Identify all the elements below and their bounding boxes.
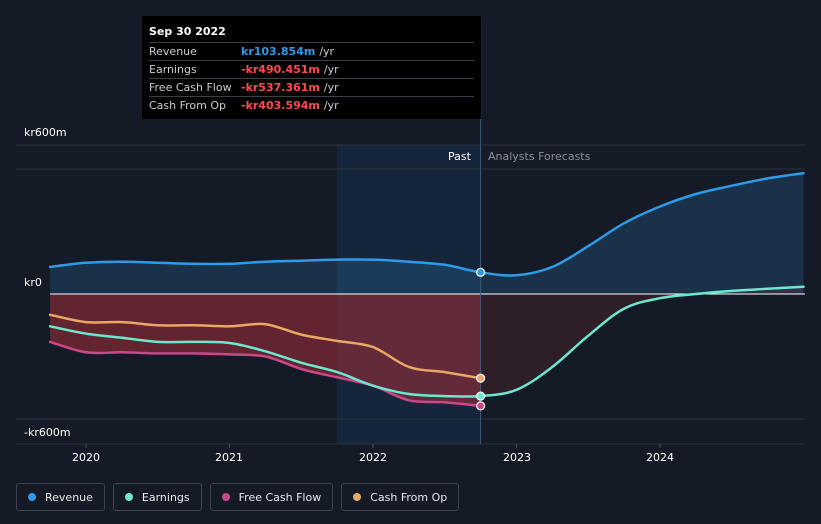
tooltip-unit: /yr [319, 45, 335, 58]
legend-label: Earnings [141, 490, 190, 504]
marker-revenue [476, 267, 486, 277]
tooltip: Sep 30 2022 Revenue kr103.854m /yr Earni… [142, 16, 481, 119]
tooltip-row-earnings: Earnings -kr490.451m /yr [149, 60, 474, 78]
tooltip-unit: /yr [323, 81, 339, 94]
tooltip-label: Revenue [149, 45, 197, 58]
tooltip-label: Earnings [149, 63, 197, 76]
tooltip-row-cash-from-op: Cash From Op -kr403.594m /yr [149, 96, 474, 114]
tooltip-unit: /yr [323, 99, 339, 112]
x-tick-label: 2021 [215, 451, 243, 464]
series-line-earnings [48, 285, 805, 398]
legend-item-revenue[interactable]: Revenue [16, 483, 105, 511]
legend-item-free-cash-flow[interactable]: Free Cash Flow [209, 483, 334, 511]
x-tick-label: 2023 [503, 451, 531, 464]
past-label: Past [448, 150, 471, 163]
marker-earnings [476, 391, 486, 401]
tooltip-row-revenue: Revenue kr103.854m /yr [149, 42, 474, 60]
loss-area [50, 294, 481, 406]
series-line-revenue [48, 171, 805, 277]
x-tick-label: 2022 [359, 451, 387, 464]
series-line-cash-from-op [48, 313, 482, 380]
legend-dot-icon [28, 493, 36, 501]
marker-free-cash-flow [476, 401, 486, 411]
tooltip-date: Sep 30 2022 [149, 25, 226, 38]
legend-item-earnings[interactable]: Earnings [112, 483, 202, 511]
y-tick-label: kr0 [24, 276, 42, 289]
tooltip-value: -kr403.594m [241, 99, 320, 112]
series-line-free-cash-flow [48, 340, 482, 408]
tooltip-value: kr103.854m [241, 45, 316, 58]
forecast-label: Analysts Forecasts [488, 150, 591, 163]
y-tick-label: -kr600m [24, 426, 71, 439]
legend-dot-icon [353, 493, 362, 501]
x-tick-label: 2020 [72, 451, 100, 464]
legend-label: Free Cash Flow [238, 490, 322, 504]
legend: Revenue Earnings Free Cash Flow Cash Fro… [16, 483, 460, 511]
y-tick-label: kr600m [24, 126, 67, 139]
x-tick-label: 2024 [646, 451, 674, 464]
legend-dot-icon [124, 493, 133, 501]
marker-cash-from-op [476, 373, 486, 383]
forecast-loss-area [480, 286, 804, 397]
tooltip-label: Free Cash Flow [149, 81, 232, 94]
tooltip-value: -kr537.361m [241, 81, 320, 94]
tooltip-value: -kr490.451m [241, 63, 320, 76]
tooltip-unit: /yr [323, 63, 339, 76]
legend-dot-icon [221, 493, 230, 501]
legend-label: Cash From Op [370, 490, 448, 504]
tooltip-row-free-cash-flow: Free Cash Flow -kr537.361m /yr [149, 78, 474, 96]
legend-label: Revenue [45, 490, 93, 504]
tooltip-label: Cash From Op [149, 99, 227, 112]
legend-item-cash-from-op[interactable]: Cash From Op [341, 483, 460, 511]
